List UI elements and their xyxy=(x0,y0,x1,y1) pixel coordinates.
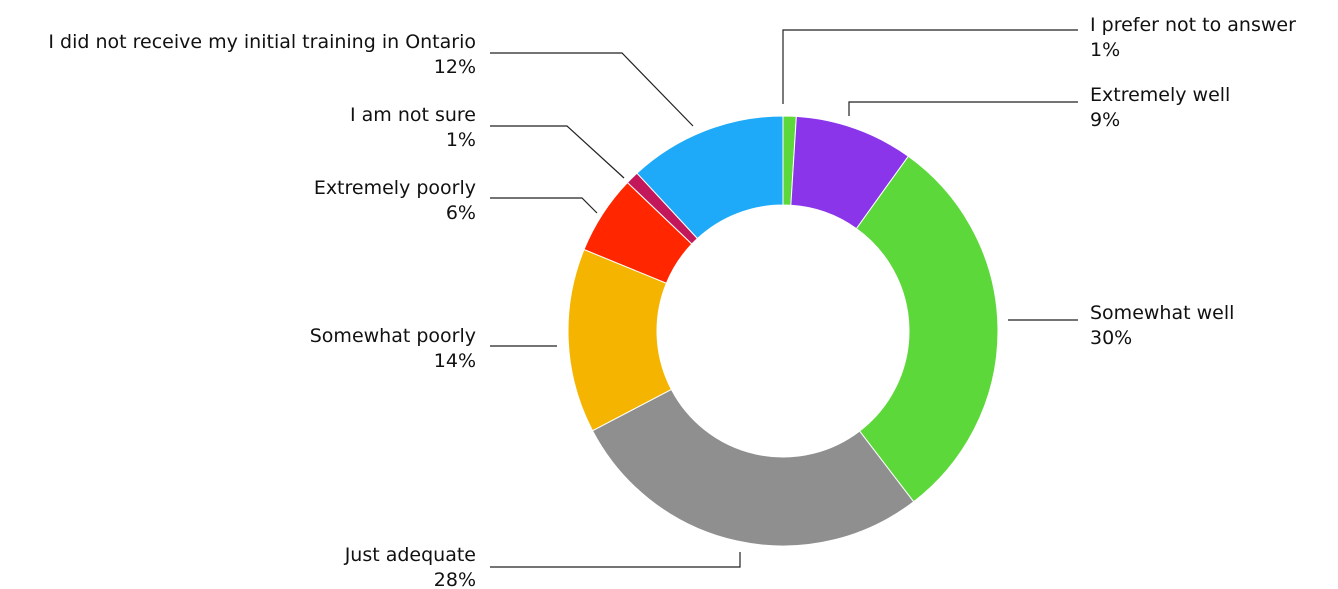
label-extremely-poorly: Extremely poorly xyxy=(314,177,476,199)
slice-just-adequate xyxy=(591,388,915,547)
label-somewhat-well: Somewhat well xyxy=(1090,302,1234,324)
value-somewhat-well: 30% xyxy=(1090,327,1132,349)
label-not-ontario: I did not receive my initial training in… xyxy=(48,31,476,53)
label-not-sure: I am not sure xyxy=(350,104,476,126)
value-extremely-well: 9% xyxy=(1090,109,1120,131)
slice-i-did-not-receive-my-initial-training-in-ontario xyxy=(636,115,784,240)
slices-group xyxy=(567,115,999,547)
value-somewhat-poorly: 14% xyxy=(434,350,476,372)
slice-somewhat-well xyxy=(855,155,999,503)
value-not-sure: 1% xyxy=(446,129,476,151)
value-not-ontario: 12% xyxy=(434,56,476,78)
label-extremely-well: Extremely well xyxy=(1090,84,1230,106)
label-just-adequate: Just adequate xyxy=(344,544,476,566)
leader-line-extremely-well xyxy=(848,101,1078,116)
leader-line-not-answer xyxy=(782,29,1078,104)
label-somewhat-poorly: Somewhat poorly xyxy=(310,325,476,347)
value-just-adequate: 28% xyxy=(434,569,476,589)
leader-line-just-adequate xyxy=(490,552,741,568)
leader-line-extremely-poorly xyxy=(490,197,598,214)
value-extremely-poorly: 6% xyxy=(446,202,476,224)
leader-line-not-ontario xyxy=(490,52,694,127)
value-not-answer: 1% xyxy=(1090,39,1120,61)
leader-line-not-sure xyxy=(490,125,625,179)
label-not-answer: I prefer not to answer xyxy=(1090,14,1296,36)
